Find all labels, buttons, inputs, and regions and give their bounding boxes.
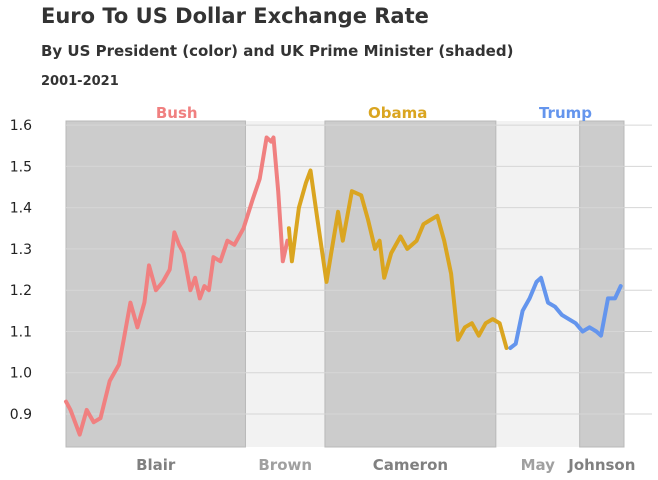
pm-band-cameron bbox=[324, 120, 497, 448]
y-tick-label: 1.4 bbox=[10, 201, 32, 217]
series-line-bush bbox=[64, 135, 290, 437]
chart-date-range: 2001-2021 bbox=[41, 74, 119, 89]
president-label-trump: Trump bbox=[539, 104, 592, 122]
y-tick-label: 1.6 bbox=[10, 118, 32, 134]
president-label-obama: Obama bbox=[368, 104, 427, 122]
series-line-trump bbox=[508, 275, 623, 350]
pm-label-blair: Blair bbox=[136, 456, 176, 474]
president-labels: Bush Obama Trump bbox=[156, 104, 592, 122]
pm-label-may: May bbox=[521, 456, 556, 474]
grid-lines bbox=[66, 124, 652, 415]
y-tick-label: 1.1 bbox=[10, 324, 32, 340]
y-tick-label: 1.2 bbox=[10, 283, 32, 299]
pm-label-cameron: Cameron bbox=[373, 456, 448, 474]
president-label-bush: Bush bbox=[156, 104, 198, 122]
y-tick-label: 1.0 bbox=[10, 366, 32, 382]
y-tick-label: 1.3 bbox=[10, 242, 32, 258]
y-tick-label: 0.9 bbox=[10, 407, 32, 423]
pm-label-brown: Brown bbox=[258, 456, 312, 474]
chart-title: Euro To US Dollar Exchange Rate bbox=[41, 4, 429, 28]
pm-band-johnson bbox=[579, 120, 625, 448]
y-axis-tick-labels: 0.9 1.0 1.1 1.2 1.3 1.4 1.5 1.6 bbox=[10, 118, 32, 423]
series-line-obama bbox=[286, 168, 509, 350]
prime-minister-labels: Blair Brown Cameron May Johnson bbox=[136, 456, 635, 474]
exchange-rate-series bbox=[64, 135, 623, 437]
chart-subtitle: By US President (color) and UK Prime Min… bbox=[41, 42, 513, 60]
y-tick-label: 1.5 bbox=[10, 159, 32, 175]
pm-label-johnson: Johnson bbox=[567, 456, 635, 474]
